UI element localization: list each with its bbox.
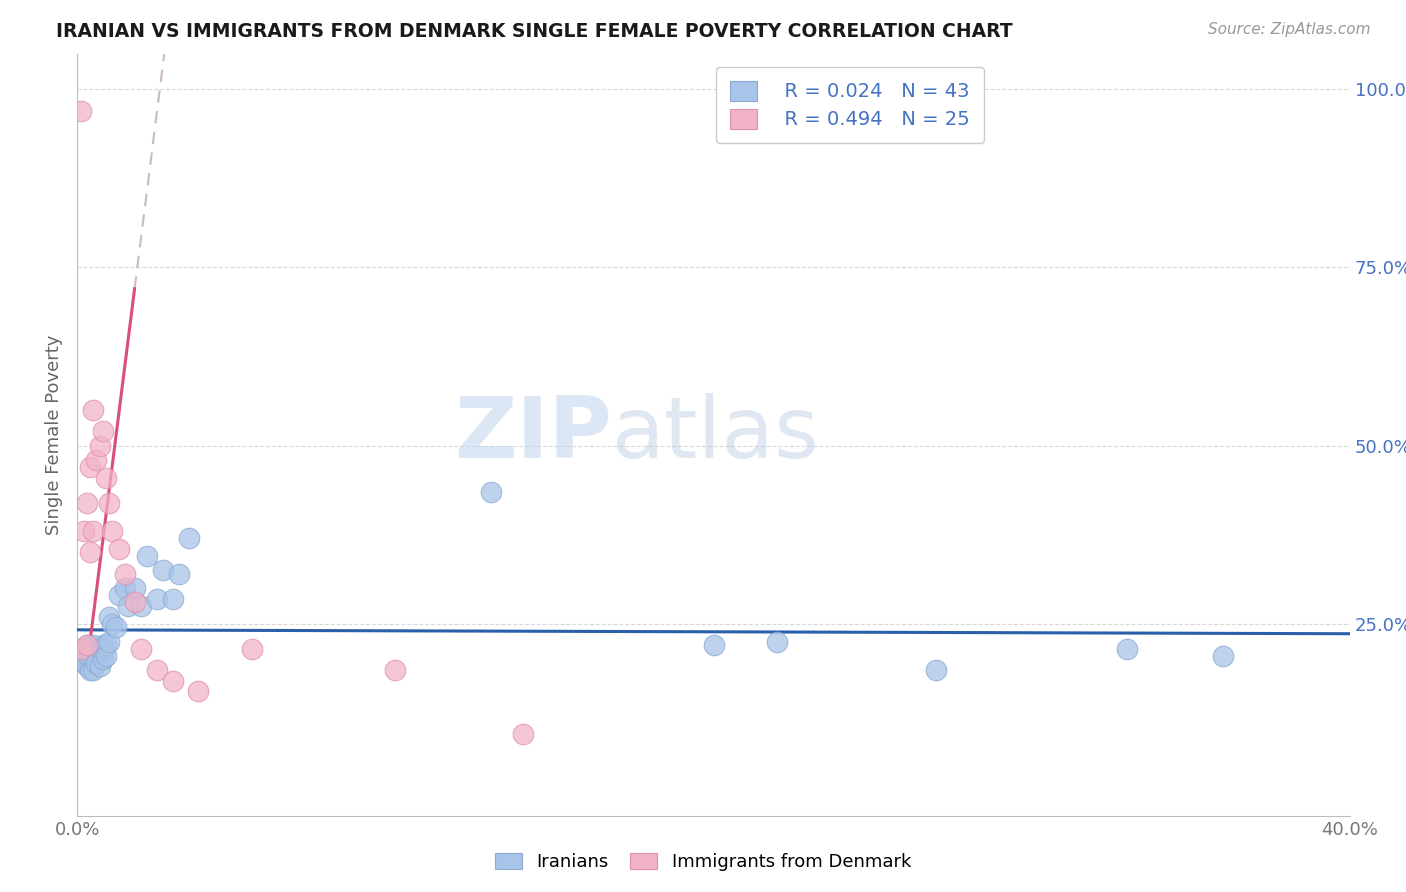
Point: [91, 652, 114, 666]
Text: atlas: atlas: [612, 393, 820, 476]
Point: [76, 659, 98, 673]
Point: [925, 663, 948, 677]
Point: [177, 531, 200, 545]
Y-axis label: Single Female Poverty: Single Female Poverty: [45, 334, 63, 535]
Text: Source: ZipAtlas.com: Source: ZipAtlas.com: [1208, 22, 1371, 37]
Point: [129, 641, 152, 656]
Point: [129, 599, 152, 613]
Point: [94, 638, 117, 652]
Point: [79, 459, 101, 474]
Point: [82, 524, 104, 538]
Point: [703, 638, 725, 652]
Legend:   R = 0.024   N = 43,   R = 0.494   N = 25: R = 0.024 N = 43, R = 0.494 N = 25: [716, 67, 984, 143]
Text: IRANIAN VS IMMIGRANTS FROM DENMARK SINGLE FEMALE POVERTY CORRELATION CHART: IRANIAN VS IMMIGRANTS FROM DENMARK SINGL…: [56, 22, 1012, 41]
Point: [82, 652, 104, 666]
Point: [187, 684, 209, 698]
Point: [107, 588, 129, 602]
Point: [384, 663, 406, 677]
Point: [167, 566, 190, 581]
Point: [82, 638, 104, 652]
Point: [101, 524, 124, 538]
Point: [117, 599, 139, 613]
Point: [76, 638, 98, 652]
Point: [91, 425, 114, 439]
Point: [136, 549, 159, 563]
Point: [89, 659, 111, 673]
Point: [512, 727, 534, 741]
Point: [79, 663, 101, 677]
Point: [98, 634, 121, 648]
Point: [107, 541, 129, 556]
Point: [1212, 648, 1234, 663]
Point: [89, 641, 111, 656]
Point: [69, 103, 91, 118]
Point: [124, 595, 146, 609]
Point: [114, 581, 136, 595]
Point: [73, 645, 96, 659]
Point: [73, 524, 96, 538]
Point: [89, 438, 111, 452]
Point: [146, 663, 169, 677]
Point: [124, 581, 146, 595]
Point: [86, 452, 108, 467]
Point: [91, 638, 114, 652]
Point: [162, 591, 184, 606]
Point: [69, 641, 91, 656]
Point: [98, 495, 121, 509]
Point: [101, 616, 124, 631]
Point: [479, 484, 502, 499]
Point: [152, 563, 174, 577]
Point: [79, 545, 101, 559]
Point: [86, 645, 108, 659]
Point: [76, 495, 98, 509]
Point: [114, 566, 136, 581]
Point: [73, 656, 96, 670]
Point: [91, 641, 114, 656]
Point: [79, 652, 101, 666]
Point: [104, 620, 127, 634]
Point: [94, 470, 117, 484]
Point: [76, 641, 98, 656]
Legend: Iranians, Immigrants from Denmark: Iranians, Immigrants from Denmark: [488, 846, 918, 879]
Point: [162, 673, 184, 688]
Point: [766, 634, 789, 648]
Point: [82, 403, 104, 417]
Point: [76, 638, 98, 652]
Point: [1116, 641, 1139, 656]
Point: [69, 641, 91, 656]
Point: [98, 609, 121, 624]
Point: [69, 648, 91, 663]
Text: ZIP: ZIP: [454, 393, 612, 476]
Point: [240, 641, 263, 656]
Point: [146, 591, 169, 606]
Point: [86, 656, 108, 670]
Point: [79, 645, 101, 659]
Point: [82, 663, 104, 677]
Point: [94, 648, 117, 663]
